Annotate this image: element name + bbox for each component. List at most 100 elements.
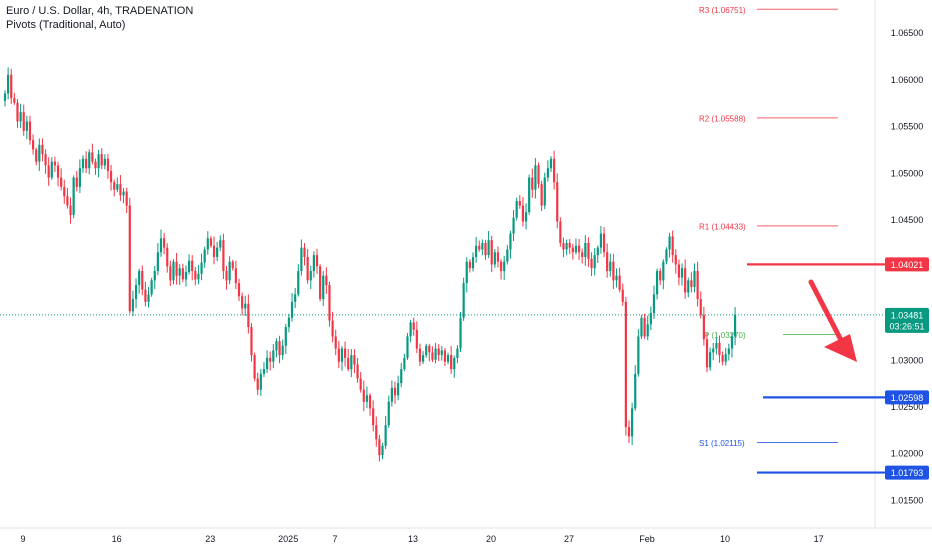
candle-body[interactable] xyxy=(390,387,393,402)
candle-body[interactable] xyxy=(56,165,60,178)
candle-body[interactable] xyxy=(122,191,125,196)
candle[interactable] xyxy=(172,259,175,285)
candle[interactable] xyxy=(340,346,344,371)
candle[interactable] xyxy=(705,332,709,373)
candle-body[interactable] xyxy=(125,191,128,206)
candle[interactable] xyxy=(562,237,565,258)
candle[interactable] xyxy=(471,252,475,272)
candle-body[interactable] xyxy=(677,264,681,278)
candle-body[interactable] xyxy=(618,275,621,290)
candle-body[interactable] xyxy=(665,249,668,262)
candle-body[interactable] xyxy=(509,233,512,250)
candle-body[interactable] xyxy=(138,271,141,286)
candle-body[interactable] xyxy=(91,152,94,162)
candle[interactable] xyxy=(456,345,459,364)
candle-body[interactable] xyxy=(543,177,546,206)
candle[interactable] xyxy=(393,381,397,404)
candle[interactable] xyxy=(156,243,159,276)
candle[interactable] xyxy=(184,265,188,287)
candle[interactable] xyxy=(428,343,431,362)
candle[interactable] xyxy=(106,153,110,179)
candle-body[interactable] xyxy=(297,271,300,295)
candle[interactable] xyxy=(484,239,487,260)
candle[interactable] xyxy=(434,342,437,364)
candle[interactable] xyxy=(281,339,284,360)
candle-body[interactable] xyxy=(528,177,531,213)
candle[interactable] xyxy=(16,98,19,128)
candle-body[interactable] xyxy=(331,320,334,337)
candle-body[interactable] xyxy=(521,205,525,222)
candle[interactable] xyxy=(690,272,693,293)
candle[interactable] xyxy=(478,240,481,252)
candle[interactable] xyxy=(581,248,584,264)
candle[interactable] xyxy=(468,259,471,273)
candle-body[interactable] xyxy=(662,261,665,281)
candle-body[interactable] xyxy=(450,355,453,370)
candle[interactable] xyxy=(612,253,615,290)
candle[interactable] xyxy=(284,323,287,354)
candle-body[interactable] xyxy=(216,247,219,257)
candle-body[interactable] xyxy=(428,345,431,353)
candle-body[interactable] xyxy=(181,268,184,280)
candle-body[interactable] xyxy=(437,348,440,356)
candle[interactable] xyxy=(85,151,88,174)
candle[interactable] xyxy=(53,156,57,172)
candle[interactable] xyxy=(122,187,125,204)
candle[interactable] xyxy=(319,264,322,302)
candle[interactable] xyxy=(584,235,587,266)
candle-body[interactable] xyxy=(699,299,702,315)
candle-body[interactable] xyxy=(150,280,153,295)
candle[interactable] xyxy=(621,283,624,306)
candle[interactable] xyxy=(609,253,612,277)
candle-body[interactable] xyxy=(343,348,347,358)
candle[interactable] xyxy=(425,343,428,358)
candle-body[interactable] xyxy=(25,121,28,131)
candle-body[interactable] xyxy=(602,233,606,253)
candle[interactable] xyxy=(315,248,319,274)
candle[interactable] xyxy=(381,442,384,460)
candle-body[interactable] xyxy=(459,317,462,349)
candle[interactable] xyxy=(247,294,250,334)
candle-body[interactable] xyxy=(300,247,303,272)
candle[interactable] xyxy=(178,264,181,285)
candle[interactable] xyxy=(128,197,131,314)
candle-body[interactable] xyxy=(97,154,100,169)
candle-body[interactable] xyxy=(684,268,687,293)
candle[interactable] xyxy=(549,156,553,172)
candle[interactable] xyxy=(278,335,281,364)
candle[interactable] xyxy=(668,232,671,258)
candle[interactable] xyxy=(163,232,166,255)
candle[interactable] xyxy=(134,278,138,309)
candle-body[interactable] xyxy=(166,247,169,267)
candle[interactable] xyxy=(259,369,262,396)
candle[interactable] xyxy=(334,329,337,356)
candle[interactable] xyxy=(219,235,222,252)
candle-body[interactable] xyxy=(359,378,362,390)
candle-body[interactable] xyxy=(403,357,406,370)
candle[interactable] xyxy=(709,347,712,371)
candle-body[interactable] xyxy=(119,184,122,196)
candle-body[interactable] xyxy=(581,252,584,257)
candle-body[interactable] xyxy=(250,327,253,356)
candle-body[interactable] xyxy=(415,329,418,349)
candle[interactable] xyxy=(35,147,38,166)
candle-body[interactable] xyxy=(187,260,191,272)
candle[interactable] xyxy=(665,247,668,265)
candle-body[interactable] xyxy=(634,373,637,409)
candle-body[interactable] xyxy=(66,196,69,206)
candle-body[interactable] xyxy=(259,373,262,390)
candle-body[interactable] xyxy=(128,205,131,312)
candle-body[interactable] xyxy=(646,324,649,337)
candle[interactable] xyxy=(150,277,153,297)
candle[interactable] xyxy=(599,225,603,254)
candle[interactable] xyxy=(431,346,434,363)
candle[interactable] xyxy=(206,231,209,255)
candle[interactable] xyxy=(116,177,119,193)
candle-body[interactable] xyxy=(322,275,325,300)
candle[interactable] xyxy=(94,158,97,175)
candle-body[interactable] xyxy=(234,268,237,284)
candle-body[interactable] xyxy=(262,369,266,374)
candle-body[interactable] xyxy=(100,154,103,166)
candle-body[interactable] xyxy=(668,236,671,250)
